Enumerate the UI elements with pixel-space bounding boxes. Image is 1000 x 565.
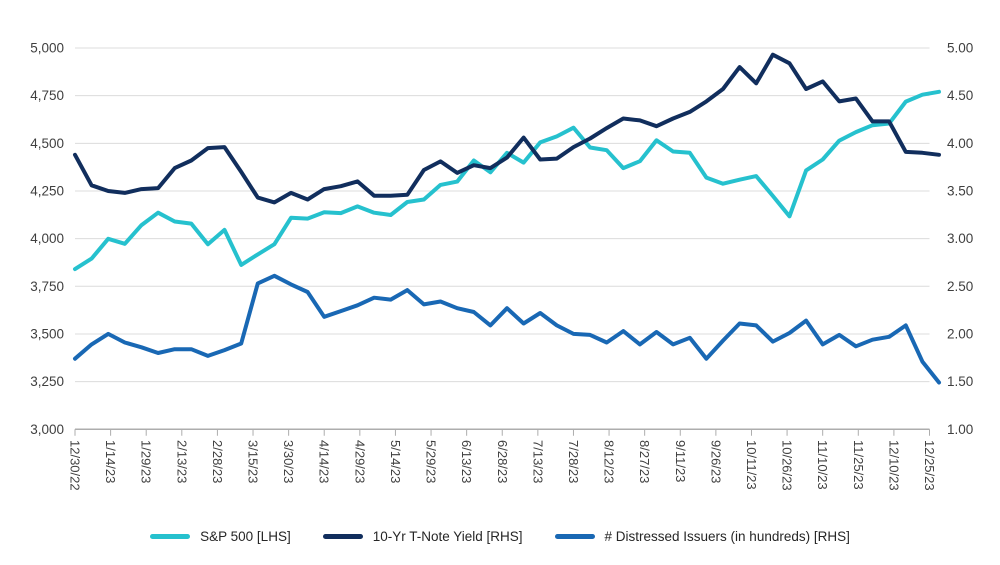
y-axis-left-labels: 3,000 3,250 3,500 3,750 4,000 4,250 4,500 4,750… [30,41,64,437]
x-axis-tick-label: 2/13/23 [174,440,189,483]
x-axis-tick-label: 5/29/23 [424,440,439,483]
left-axis-tick-label: 4,000 [30,231,64,246]
x-axis-tick-label: 4/29/23 [352,440,367,483]
right-axis-tick-label: 1.50 [947,374,973,389]
x-axis-tick-label: 1/29/23 [139,440,154,483]
x-axis-tick-label: 7/13/23 [530,440,545,483]
x-axis-tick-label: 12/10/23 [886,440,901,491]
legend-item-tnote-yield: 10-Yr T-Note Yield [RHS] [322,529,523,544]
tnote-yield-line-swatch [322,534,363,539]
legend-label-sp500: S&P 500 [LHS] [200,529,291,544]
x-axis-tick-label: 12/30/22 [68,440,83,491]
x-axis-tick-label: 6/28/23 [495,440,510,483]
sp500-line-swatch [150,534,191,539]
legend-label-distressed-issuers: # Distressed Issuers (in hundreds) [RHS] [604,529,850,544]
left-axis-tick-label: 3,750 [30,279,64,294]
x-axis-tick-label: 10/26/23 [780,440,795,491]
x-axis-tick-label: 2/28/23 [210,440,225,483]
x-axis-tick-label: 5/14/23 [388,440,403,483]
x-axis-tick-label: 3/30/23 [281,440,296,483]
right-axis-tick-label: 4.50 [947,88,973,103]
x-axis-tick-label: 11/25/23 [851,440,866,490]
series-lines [73,52,941,385]
series-line-1 [73,52,941,205]
x-axis-tick-label: 9/11/23 [673,440,688,482]
left-axis-tick-label: 3,000 [30,422,64,437]
x-axis-tick-label: 11/10/23 [815,440,830,490]
x-axis-tick-label: 10/11/23 [744,440,759,490]
chart-legend: S&P 500 [LHS] 10-Yr T-Note Yield [RHS] #… [0,529,1000,544]
distressed-issuers-line-swatch [554,534,595,539]
y-axis-right-labels: 1.00 1.50 2.00 2.50 3.00 3.50 4.00 4.50 5.00 [947,41,973,437]
left-axis-tick-label: 4,500 [30,136,64,151]
right-axis-tick-label: 1.00 [947,422,973,437]
right-axis-tick-label: 4.00 [947,136,973,151]
right-axis-tick-label: 3.00 [947,231,973,246]
series-line-2 [73,273,941,385]
legend-item-sp500: S&P 500 [LHS] [150,529,291,544]
x-axis-tick-label: 12/25/23 [922,440,937,491]
x-axis-tick-label: 8/27/23 [637,440,652,483]
x-axis-tick-label: 9/26/23 [708,440,723,483]
x-axis-tick-label: 8/12/23 [602,440,617,483]
x-axis-tick-label: 1/14/23 [103,440,118,483]
left-axis-tick-label: 4,250 [30,183,64,198]
x-axis-tick-labels: 12/30/22 1/14/23 1/29/23 2/13/23 2/28/23 3/15… [68,440,938,491]
legend-item-distressed-issuers: # Distressed Issuers (in hundreds) [RHS] [554,529,850,544]
right-axis-tick-label: 2.50 [947,279,973,294]
x-axis-tick-label: 6/13/23 [459,440,474,483]
left-axis-tick-label: 3,250 [30,374,64,389]
right-axis-tick-label: 2.00 [947,326,973,341]
right-axis-tick-label: 5.00 [947,41,973,56]
legend-label-tnote-yield: 10-Yr T-Note Yield [RHS] [372,529,523,544]
x-axis-tick-label: 7/28/23 [566,440,581,483]
left-axis-tick-label: 3,500 [30,326,64,341]
left-axis-tick-label: 5,000 [30,41,64,56]
right-axis-tick-label: 3.50 [947,183,973,198]
left-axis-tick-label: 4,750 [30,88,64,103]
series-line-0 [73,89,941,272]
x-axis-tick-label: 3/15/23 [246,440,261,483]
x-axis-tick-label: 4/14/23 [317,440,332,483]
x-axis [74,429,930,436]
